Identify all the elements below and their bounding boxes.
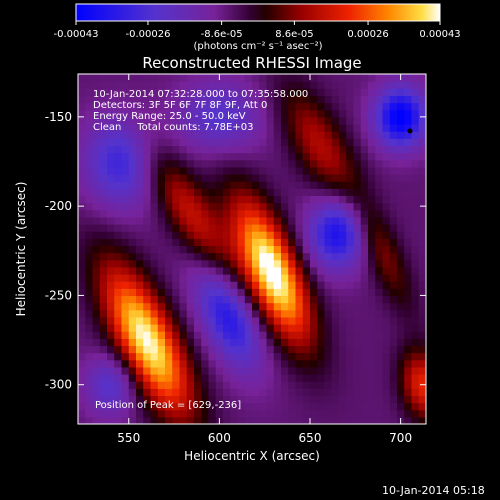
colorbar-tick-label: 0.00043: [419, 29, 460, 40]
footer-timestamp: 10-Jan-2014 05:18: [382, 484, 485, 497]
chart-title: Reconstructed RHESSI Image: [142, 54, 361, 72]
colorbar-tick-label: -0.00043: [54, 29, 99, 40]
colorbar-tick-label: -0.00026: [125, 29, 170, 40]
energy-range-label: Energy Range: 25.0 - 50.0 keV: [93, 111, 246, 122]
x-tick-label: 550: [117, 431, 140, 445]
time-range-label: 10-Jan-2014 07:32:28.000 to 07:35:58.000: [93, 89, 308, 100]
clean-counts-label: Clean Total counts: 7.78E+03: [93, 122, 253, 133]
y-tick-label: -200: [45, 199, 72, 213]
y-tick-label: -300: [45, 378, 72, 392]
colorbar-tick-label: 8.6e-05: [275, 29, 313, 40]
heatmap-image: [78, 74, 426, 424]
detectors-label: Detectors: 3F 5F 6F 7F 8F 9F, Att 0: [93, 100, 267, 111]
y-tick-label: -250: [45, 288, 72, 302]
colorbar: [75, 3, 441, 22]
x-axis-label: Heliocentric X (arcsec): [184, 449, 320, 463]
peak-position-label: Position of Peak = [629,-236]: [95, 400, 241, 411]
marker-dot: [407, 128, 413, 134]
plot-frame: [77, 73, 427, 425]
x-tick-label: 700: [389, 431, 412, 445]
y-axis-label: Heliocentric Y (arcsec): [14, 182, 28, 317]
colorbar-tick-label: 0.00026: [347, 29, 388, 40]
colorbar-ticks: -0.00043 -0.00026 -8.6e-05 8.6e-05 0.00026 0.…: [54, 21, 461, 40]
x-tick-label: 650: [299, 431, 322, 445]
colorbar-units: (photons cm⁻² s⁻¹ asec⁻²): [193, 41, 322, 52]
y-tick-label: -150: [45, 110, 72, 124]
x-tick-label: 600: [208, 431, 231, 445]
axis-ticks: 550 600 650 700 -150 -200 -250 -300: [45, 74, 426, 445]
colorbar-tick-label: -8.6e-05: [201, 29, 243, 40]
